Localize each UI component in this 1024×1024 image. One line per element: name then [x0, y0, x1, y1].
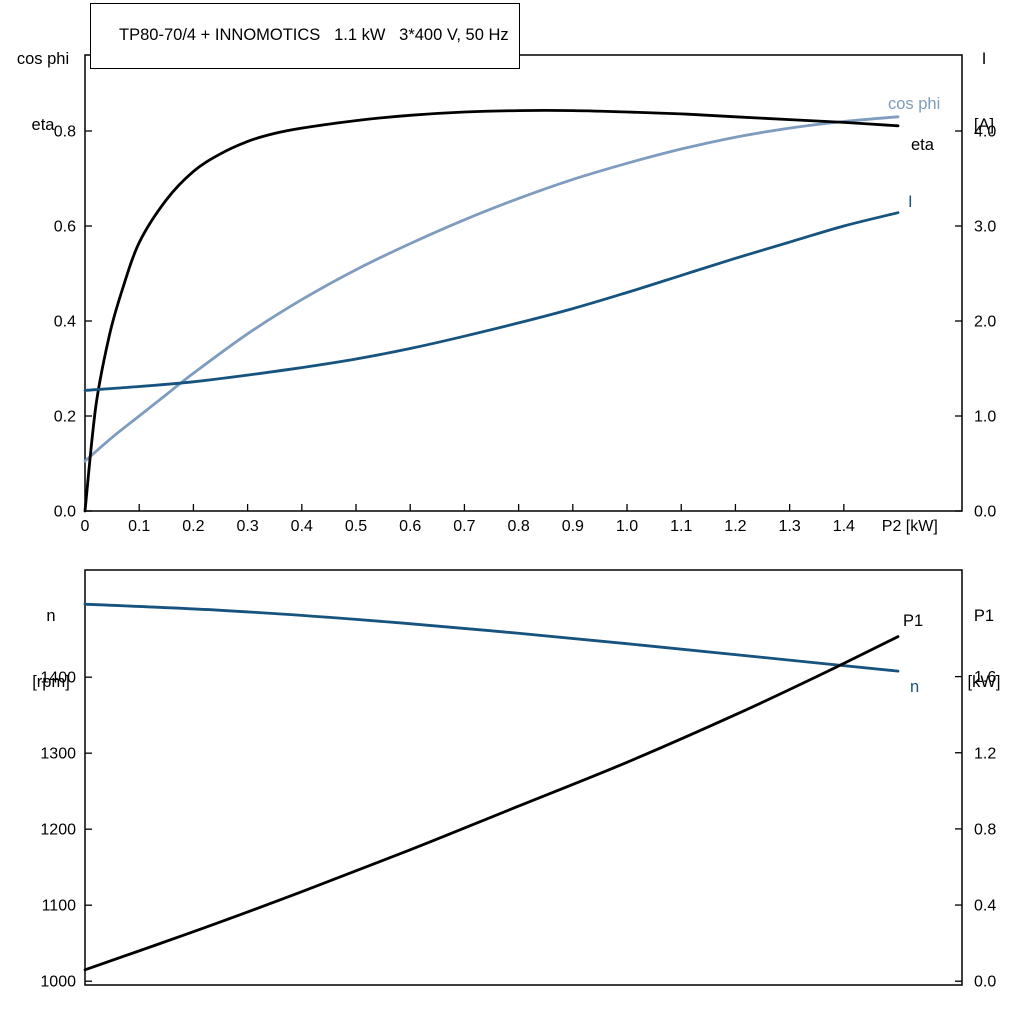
chart-title: TP80-70/4 + INNOMOTICS 1.1 kW 3*400 V, 5…	[119, 26, 509, 44]
series-cos-phi-curve	[83, 115, 900, 463]
bottom-right-axis-title-line1: P1	[973, 607, 995, 625]
left-tick-label: 0.0	[54, 504, 76, 521]
top-right-axis-title: I [A]	[946, 4, 1022, 180]
top-left-axis-title-line2: eta	[31, 116, 55, 134]
series-cos-phi-label: cos phi	[888, 95, 940, 113]
top-left-axis-title: cos phi eta	[4, 4, 82, 180]
x-tick-label: 0.2	[182, 518, 204, 535]
x-axis-unit-label: P2 [kW]	[882, 518, 938, 535]
x-tick-label: 0.3	[236, 518, 258, 535]
bottom-left-axis-title: n [rpm]	[12, 561, 90, 737]
series-current-curve	[83, 211, 900, 392]
top-left-axis-title-line1: cos phi	[16, 50, 70, 68]
left-tick-label: 1100	[42, 898, 77, 915]
chart-motor-mechanical: 1000 1100 1200 1300 1400 0.0 0.4 0.8 1.2 1.6 n P1	[40, 569, 996, 991]
x-tick-label: 0.4	[291, 518, 313, 535]
series-input-power-label: P1	[903, 612, 923, 630]
chart-title-box: TP80-70/4 + INNOMOTICS 1.1 kW 3*400 V, 5…	[90, 3, 520, 69]
right-tick-label: 3.0	[974, 219, 996, 236]
left-tick-label: 1000	[40, 974, 76, 991]
left-tick-label: 1300	[40, 746, 76, 763]
x-tick-label: 0.6	[399, 518, 421, 535]
series-input-power-curve	[83, 635, 900, 972]
right-tick-label: 0.0	[974, 504, 996, 521]
right-tick-label: 4.0	[974, 124, 996, 141]
x-tick-label: 1.2	[724, 518, 746, 535]
x-tick-label: 1.3	[779, 518, 801, 535]
x-tick-label: 1.1	[670, 518, 692, 535]
x-tick-label: 1.4	[833, 518, 855, 535]
right-tick-label: 0.0	[974, 974, 996, 991]
x-tick-label: 0.1	[128, 518, 150, 535]
x-tick-label: 0	[81, 518, 90, 535]
x-tick-label: 0.9	[562, 518, 584, 535]
top-right-axis-title-line1: I	[981, 50, 987, 68]
x-tick-label: 1.0	[616, 518, 638, 535]
bottom-left-axis-title-line2: [rpm]	[32, 673, 70, 691]
plot-frame	[84, 54, 963, 512]
series-speed-curve	[83, 602, 900, 673]
bottom-right-axis-title-line2: [kW]	[967, 673, 1001, 691]
bottom-left-axis-title-line1: n	[46, 607, 56, 625]
right-tick-label: 1.2	[974, 745, 996, 762]
left-tick-label: 1400	[40, 670, 76, 687]
chart-motor-electrical: 0 0.1 0.2 0.3 0.4 0.5 0.6 0.7 0.8 0.9 1.0 1.1 1.2 1.3…	[54, 54, 996, 535]
right-tick-label: 2.0	[974, 314, 996, 331]
right-tick-label: 0.4	[974, 898, 996, 915]
x-tick-label: 0.8	[507, 518, 529, 535]
series-current-label: I	[908, 193, 913, 211]
left-tick-label: 0.2	[54, 409, 76, 426]
left-tick-label: 1200	[40, 822, 76, 839]
bottom-right-axis-title: P1 [kW]	[946, 561, 1022, 737]
x-tick-label: 0.7	[453, 518, 475, 535]
right-tick-label: 0.8	[974, 821, 996, 838]
left-tick-label: 0.6	[54, 219, 76, 236]
right-tick-label: 1.0	[974, 409, 996, 426]
left-tick-label: 0.4	[54, 314, 76, 331]
right-tick-label: 1.6	[974, 669, 996, 686]
top-right-axis-title-line2: [A]	[973, 116, 995, 134]
x-tick-label: 0.5	[345, 518, 367, 535]
plot-frame	[84, 569, 963, 986]
series-eta-label: eta	[911, 136, 935, 154]
series-speed-label: n	[910, 678, 919, 696]
series-eta-curve	[83, 108, 900, 513]
left-tick-label: 0.8	[54, 124, 76, 141]
